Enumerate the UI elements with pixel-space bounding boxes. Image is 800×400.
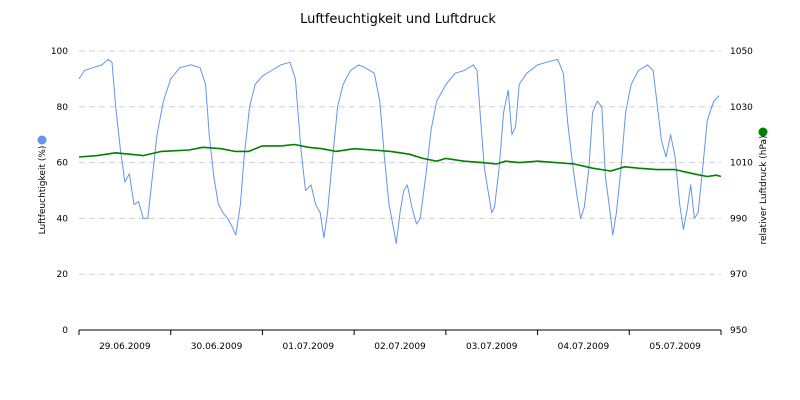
y-right-tick-label: 1030 — [730, 103, 753, 113]
y-right-tick-label: 990 — [730, 214, 747, 224]
y-left-tick-label: 0 — [62, 326, 68, 336]
chart-title: Luftfeuchtigkeit und Luftdruck — [300, 12, 496, 27]
y-right-tick-label: 1050 — [730, 47, 753, 57]
y-left-tick-label: 60 — [57, 159, 69, 169]
y-left-tick-label: 20 — [57, 270, 69, 280]
series-layer — [78, 58, 722, 244]
x-tick-label: 03.07.2009 — [466, 342, 518, 352]
y-left-tick-label: 100 — [51, 47, 68, 57]
x-tick-label: 02.07.2009 — [374, 342, 426, 352]
x-tick-label: 01.07.2009 — [283, 342, 335, 352]
x-tick-label: 05.07.2009 — [649, 342, 701, 352]
y-left-tick-label: 40 — [57, 214, 69, 224]
x-tick-label: 29.06.2009 — [99, 342, 151, 352]
y-left-axis-label: Luftfeuchtigkeit (%) — [38, 146, 48, 235]
y-right-legend-marker — [758, 127, 768, 137]
pressure-series-line — [78, 143, 722, 178]
x-tick-label: 30.06.2009 — [191, 342, 243, 352]
y-right-tick-label: 1010 — [730, 159, 753, 169]
y-right-tick-label: 950 — [730, 326, 747, 336]
x-axis-ticks: 29.06.2009 30.06.2009 01.07.2009 02.07.2009… — [78, 330, 722, 352]
y-left-legend-marker — [37, 135, 47, 145]
y-left-tick-label: 80 — [57, 103, 69, 113]
y-right-axis-label: relativer Luftdruck (hPa) — [759, 135, 769, 244]
y-left-axis-ticks: 0 20 40 60 80 100 — [51, 47, 68, 336]
x-tick-label: 04.07.2009 — [558, 342, 610, 352]
y-right-axis-ticks: 950 970 990 1010 1030 1050 — [730, 47, 753, 336]
y-right-tick-label: 970 — [730, 270, 747, 280]
grid-lines — [79, 50, 721, 275]
